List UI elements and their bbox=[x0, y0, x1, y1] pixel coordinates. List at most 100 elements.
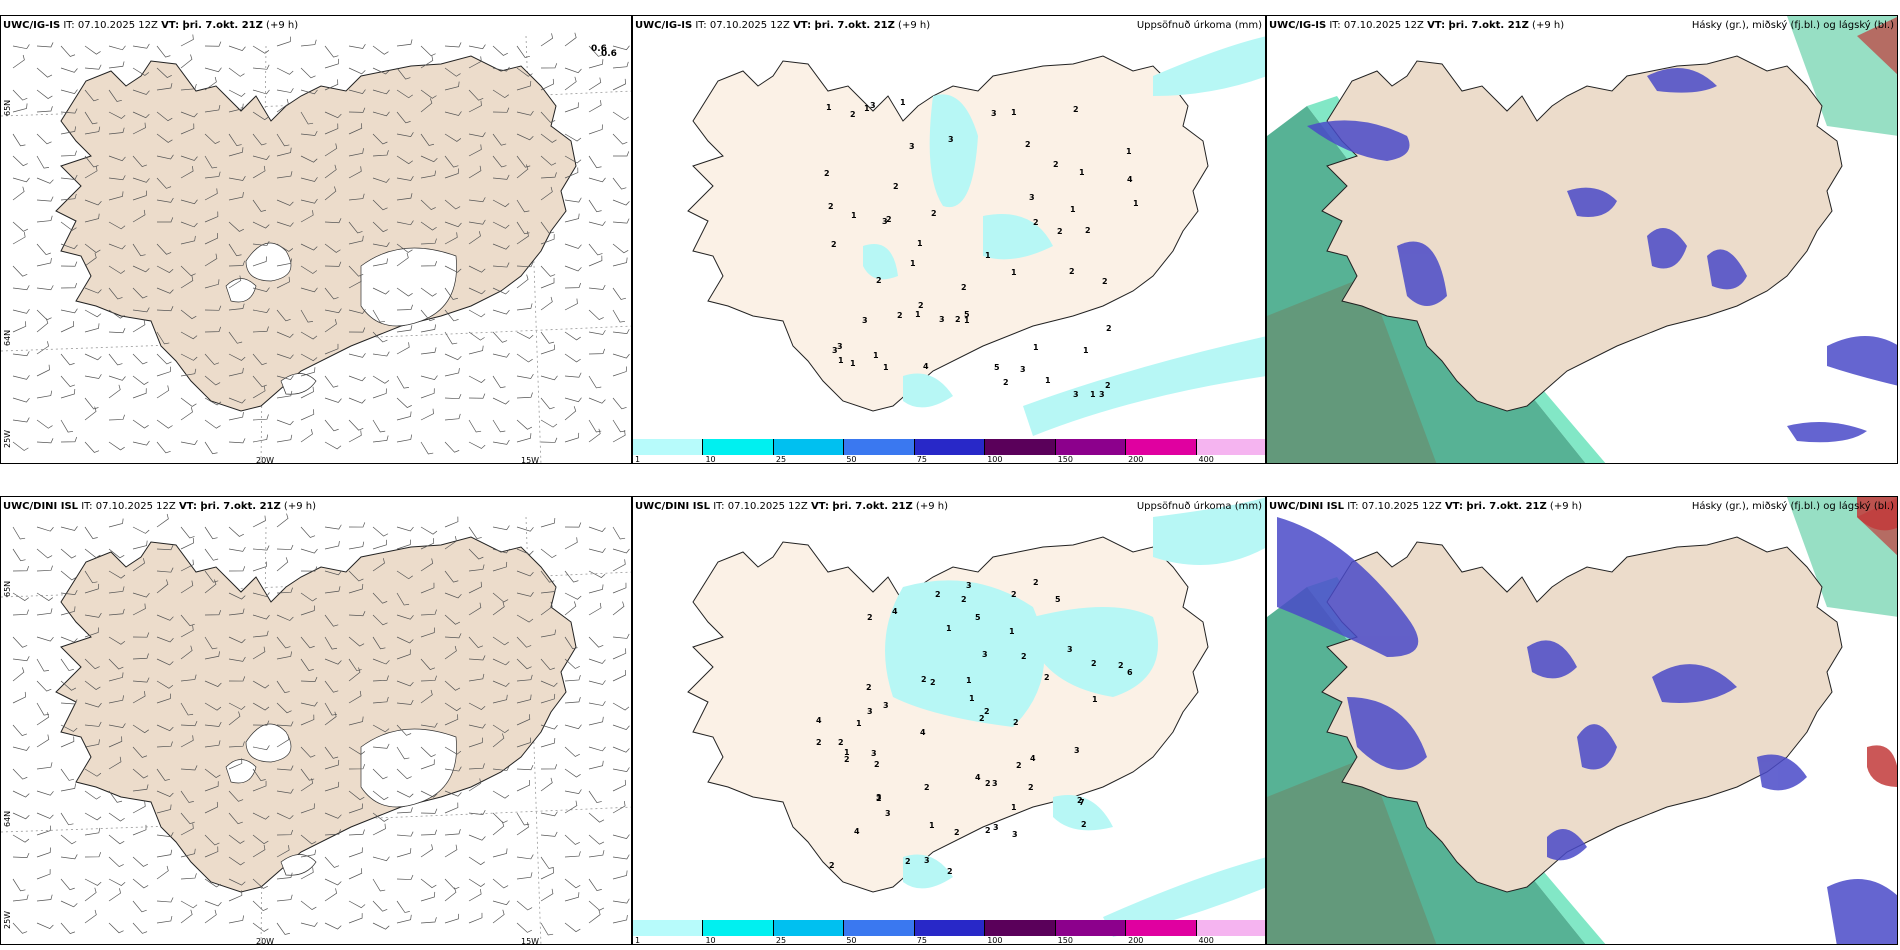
wind-barb bbox=[300, 849, 317, 858]
wind-barb bbox=[324, 441, 342, 450]
wind-barb bbox=[156, 353, 172, 365]
wind-barb bbox=[492, 287, 510, 295]
wind-barb bbox=[420, 45, 436, 57]
wind-barb bbox=[180, 559, 194, 572]
wind-barb bbox=[204, 900, 222, 907]
wind-barb bbox=[132, 209, 146, 223]
wind-barb bbox=[492, 45, 508, 56]
wind-barb bbox=[36, 680, 52, 692]
wind-barb bbox=[540, 331, 555, 344]
wind-barb bbox=[12, 812, 30, 820]
wind-barb bbox=[540, 155, 557, 166]
wind-barb bbox=[84, 89, 99, 102]
wind-barb bbox=[132, 526, 150, 534]
lat-label: 64N bbox=[3, 329, 12, 346]
wind-barb bbox=[228, 566, 246, 572]
wind-barb bbox=[60, 736, 75, 748]
wind-barb bbox=[300, 111, 314, 125]
wind-barb bbox=[108, 636, 126, 645]
wind-barb bbox=[540, 777, 553, 792]
wind-barb bbox=[132, 746, 148, 758]
wind-barb bbox=[372, 743, 390, 749]
wind-barb bbox=[492, 439, 510, 445]
precip-value-label: 2 bbox=[979, 714, 985, 723]
precip-value-label: 2 bbox=[1025, 140, 1031, 149]
wind-barb bbox=[612, 177, 627, 190]
wind-barb bbox=[84, 353, 102, 361]
wind-barb bbox=[180, 625, 194, 638]
wind-barb bbox=[276, 309, 291, 322]
wind-barb bbox=[180, 166, 194, 179]
colorbar-swatch bbox=[1055, 439, 1127, 455]
wind-barb bbox=[372, 526, 389, 537]
wind-barb bbox=[276, 734, 290, 748]
wind-barb bbox=[444, 265, 462, 273]
wind-barb bbox=[180, 123, 195, 135]
wind-barb bbox=[204, 834, 220, 846]
wind-barb bbox=[276, 243, 294, 252]
precip-value-label: 3 bbox=[982, 650, 988, 659]
precip-value-label: 2 bbox=[867, 613, 873, 622]
wind-barb bbox=[396, 304, 413, 311]
wind-barb bbox=[204, 680, 222, 687]
wind-barb bbox=[12, 790, 30, 798]
precip-area bbox=[1153, 36, 1265, 96]
precip-value-label: 5 bbox=[1055, 595, 1061, 604]
wind-barb bbox=[588, 243, 603, 256]
wind-barb bbox=[36, 133, 52, 145]
wind-barb bbox=[396, 220, 414, 226]
wind-barb bbox=[276, 199, 294, 206]
wind-barb bbox=[132, 155, 147, 167]
wind-barb bbox=[324, 781, 340, 792]
wind-barb bbox=[348, 430, 362, 443]
wind-barb bbox=[492, 812, 508, 824]
wind-barb bbox=[396, 636, 414, 644]
wind-barb bbox=[156, 331, 170, 345]
wind-barb bbox=[132, 592, 150, 598]
wind-barb bbox=[612, 133, 628, 145]
wind-barb bbox=[420, 689, 433, 704]
wind-barb bbox=[300, 331, 318, 340]
wind-barb bbox=[180, 537, 194, 550]
wind-barb bbox=[612, 243, 629, 254]
colorbar: 1 10 25 50 75 100 150 200 400 bbox=[633, 439, 1265, 463]
wind-barb bbox=[588, 636, 604, 648]
wind-barb bbox=[180, 34, 194, 47]
wind-barb bbox=[612, 779, 626, 792]
wind-barb bbox=[372, 878, 386, 892]
wind-barb bbox=[612, 353, 630, 359]
wind-barb bbox=[228, 260, 245, 267]
wind-barb bbox=[372, 558, 385, 572]
wind-barb bbox=[108, 155, 126, 162]
wind-barb bbox=[84, 45, 101, 55]
wind-barb bbox=[12, 441, 29, 451]
wind-barb bbox=[420, 722, 438, 728]
wind-barb bbox=[396, 67, 411, 80]
wind-barb bbox=[132, 677, 150, 683]
wind-barb bbox=[324, 922, 342, 930]
wind-barb bbox=[108, 89, 122, 102]
wind-barb bbox=[420, 238, 437, 245]
wind-barb bbox=[228, 656, 246, 662]
wind-barb bbox=[492, 601, 505, 616]
wind-barb bbox=[156, 916, 173, 924]
wind-barb bbox=[276, 680, 290, 694]
precip-value-label: 2 bbox=[1053, 160, 1059, 169]
wind-barb bbox=[228, 192, 244, 201]
wind-barb bbox=[276, 544, 294, 550]
precip-value-label: 2 bbox=[886, 215, 892, 224]
wind-barb bbox=[276, 922, 290, 935]
wind-barb bbox=[60, 436, 78, 443]
wind-barb bbox=[12, 746, 30, 751]
wind-barb bbox=[468, 331, 485, 341]
wind-barb bbox=[372, 258, 388, 267]
wind-barb bbox=[420, 829, 437, 836]
wind-barb bbox=[276, 702, 292, 714]
wind-barb bbox=[492, 199, 510, 208]
wind-barb bbox=[540, 186, 553, 201]
wind-barb bbox=[204, 609, 222, 616]
wind-barb bbox=[444, 221, 462, 228]
wind-barb bbox=[156, 197, 174, 203]
wind-barb bbox=[156, 154, 174, 160]
wind-barb bbox=[252, 133, 267, 146]
